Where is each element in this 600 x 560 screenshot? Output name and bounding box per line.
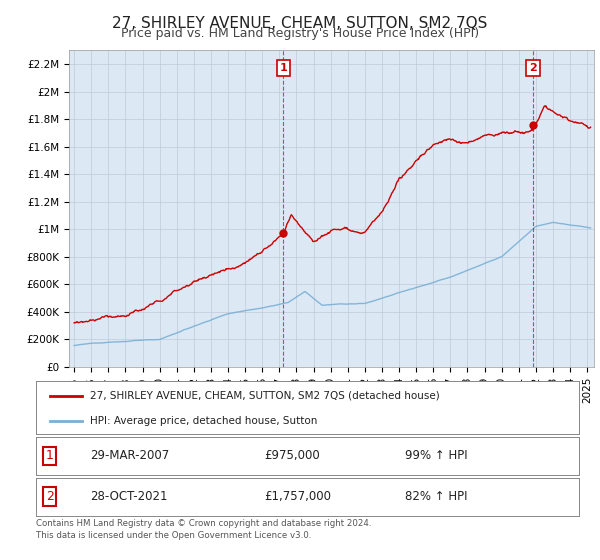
- Text: £1,757,000: £1,757,000: [264, 490, 331, 503]
- Text: 2: 2: [529, 63, 537, 73]
- Text: This data is licensed under the Open Government Licence v3.0.: This data is licensed under the Open Gov…: [36, 531, 311, 540]
- Text: 82% ↑ HPI: 82% ↑ HPI: [405, 490, 468, 503]
- Text: £975,000: £975,000: [264, 449, 320, 463]
- Text: 28-OCT-2021: 28-OCT-2021: [91, 490, 168, 503]
- Text: Price paid vs. HM Land Registry's House Price Index (HPI): Price paid vs. HM Land Registry's House …: [121, 27, 479, 40]
- Text: 99% ↑ HPI: 99% ↑ HPI: [405, 449, 468, 463]
- Text: 27, SHIRLEY AVENUE, CHEAM, SUTTON, SM2 7QS (detached house): 27, SHIRLEY AVENUE, CHEAM, SUTTON, SM2 7…: [91, 391, 440, 401]
- Text: 2: 2: [46, 490, 53, 503]
- Text: 29-MAR-2007: 29-MAR-2007: [91, 449, 170, 463]
- Text: 1: 1: [46, 449, 53, 463]
- Text: 27, SHIRLEY AVENUE, CHEAM, SUTTON, SM2 7QS: 27, SHIRLEY AVENUE, CHEAM, SUTTON, SM2 7…: [112, 16, 488, 31]
- Text: HPI: Average price, detached house, Sutton: HPI: Average price, detached house, Sutt…: [91, 416, 317, 426]
- Text: Contains HM Land Registry data © Crown copyright and database right 2024.: Contains HM Land Registry data © Crown c…: [36, 519, 371, 528]
- Text: 1: 1: [280, 63, 287, 73]
